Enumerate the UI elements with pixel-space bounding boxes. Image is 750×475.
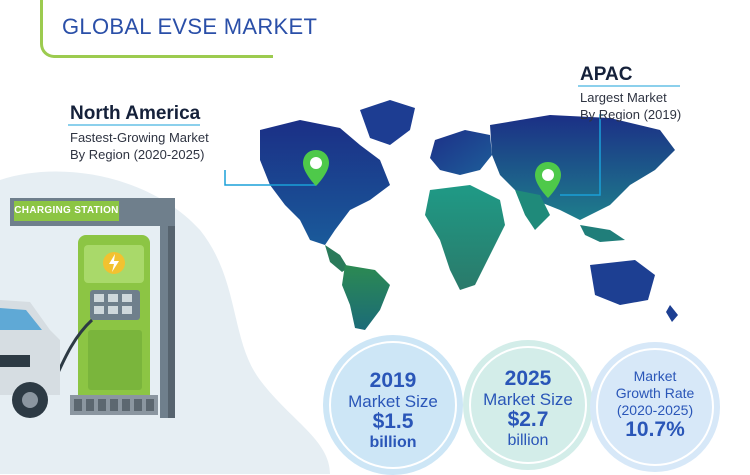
north-america-heading: North America [70, 103, 201, 124]
page-title: GLOBAL EVSE MARKET [62, 14, 318, 39]
charging-station-illustration [0, 198, 175, 418]
stat-growth-value: 10.7% [625, 418, 685, 441]
india-shape [515, 190, 550, 230]
location-pin-icon [303, 150, 329, 186]
stat-bubble-2025: 2025 Market Size $2.7 billion [463, 340, 593, 470]
lightning-bolt-icon [103, 252, 125, 274]
central-america-shape [325, 245, 348, 272]
stat-bubble-2019: 2019 Market Size $1.5 billion [323, 335, 463, 475]
stat-bubble-growth-rate: Market Growth Rate (2020-2025) 10.7% [590, 342, 720, 472]
stat-2019-label: Market Size [348, 392, 438, 411]
north-america-subtitle-line1: Fastest-Growing Market [70, 130, 209, 145]
stat-2025-unit: billion [507, 432, 549, 449]
europe-shape [430, 130, 492, 175]
stat-2019-unit: billion [369, 434, 417, 451]
title-frame [40, 0, 273, 58]
world-map [260, 100, 678, 330]
stat-2019-year: 2019 [369, 369, 417, 392]
stat-2025-value: $2.7 [507, 408, 549, 431]
australia-shape [590, 260, 655, 305]
sea-islands-shape [580, 225, 625, 242]
stat-growth-line1: Market [633, 368, 677, 384]
apac-subtitle-line1: Largest Market [580, 90, 667, 105]
south-america-shape [342, 265, 390, 330]
greenland-shape [360, 100, 415, 145]
stat-2025-label: Market Size [483, 390, 573, 409]
charging-station-label: CHARGING STATION [14, 201, 119, 221]
africa-shape [425, 185, 505, 290]
apac-subtitle-line2: By Region (2019) [580, 107, 682, 122]
stat-growth-line2: Growth Rate [615, 385, 695, 401]
north-america-subtitle-line2: By Region (2020-2025) [70, 147, 205, 162]
new-zealand-shape [666, 305, 678, 322]
stat-2025-year: 2025 [504, 367, 552, 390]
asia-shape [490, 115, 675, 220]
stat-2019-value: $1.5 [372, 410, 414, 433]
stat-growth-line3: (2020-2025) [616, 402, 694, 418]
north-america-shape [260, 120, 390, 245]
apac-heading: APAC [580, 64, 633, 85]
location-pin-icon [535, 162, 561, 198]
